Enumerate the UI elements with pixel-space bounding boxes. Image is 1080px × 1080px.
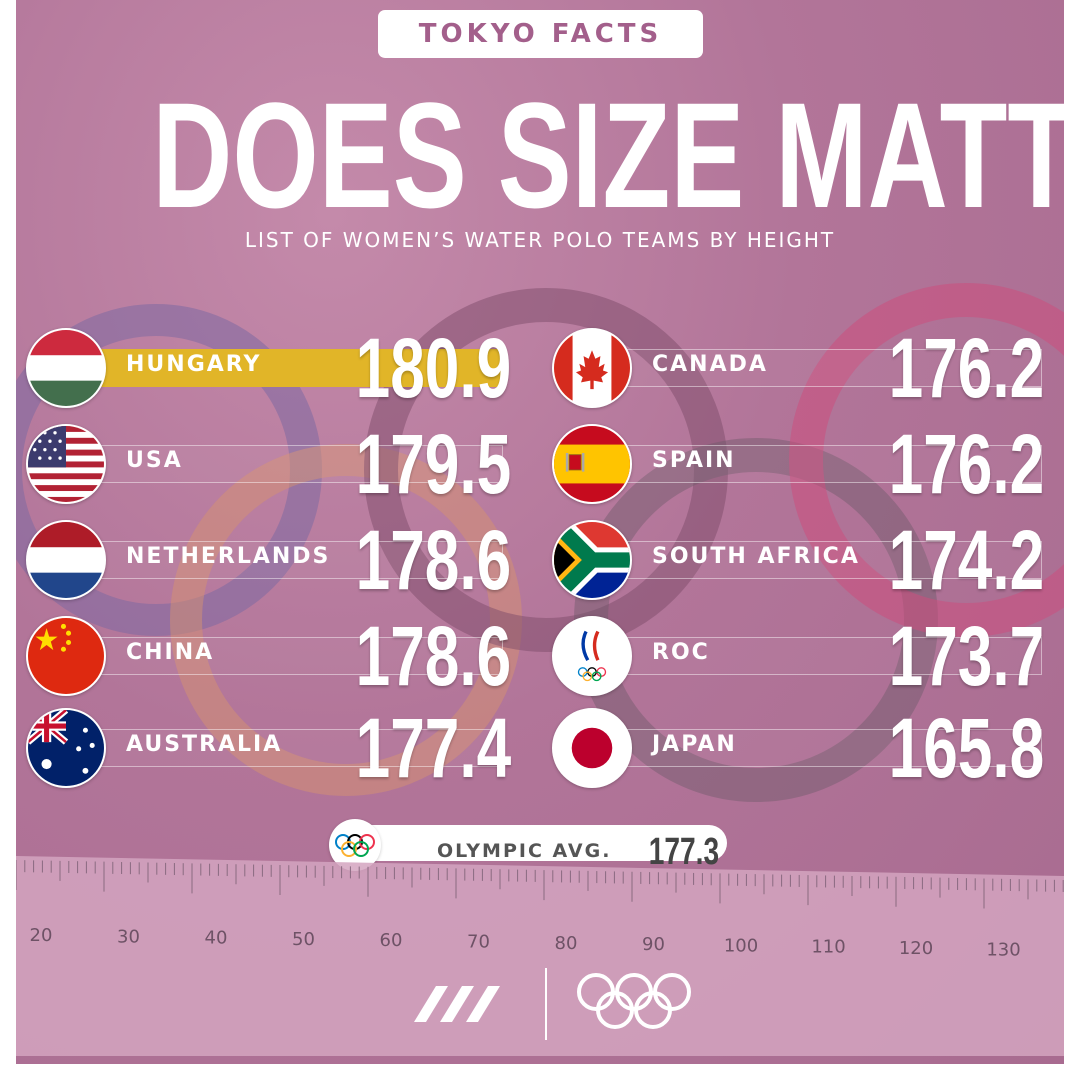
country-name: USA [126,448,183,473]
team-bar [588,541,1042,579]
country-name: ROC [652,640,710,665]
height-value: 165.8 [888,701,1044,795]
usa-flag-icon [26,424,106,504]
country-name: AUSTRALIA [126,732,283,757]
team-row-netherlands: NETHERLANDS 178.6 [26,513,511,607]
measuring-ruler: 20 30 40 50 60 70 80 90 100 110 120 130 [16,856,1064,1056]
china-flag-icon [26,616,106,696]
ruler-tick-label: 120 [899,938,933,959]
spain-flag-icon [552,424,632,504]
ruler-tick-label: 90 [642,934,665,955]
country-name: CANADA [652,352,768,377]
ruler-tick-label: 50 [292,929,315,950]
highlight-bar [62,349,503,387]
team-bar [588,729,1042,767]
ruler-tick-label: 20 [30,925,53,946]
country-name: JAPAN [652,732,737,757]
team-row-australia: AUSTRALIA 177.4 [26,701,511,795]
south-africa-flag-icon [552,520,632,600]
height-value: 180.9 [355,321,511,415]
country-name: SOUTH AFRICA [652,544,860,569]
olympic-rings-icon [577,973,691,1029]
average-label: OLYMPIC AVG. [437,840,612,862]
ruler-tick-label: 40 [205,928,228,949]
subtitle: LIST OF WOMEN’S WATER POLO TEAMS BY HEIG… [244,228,836,252]
height-value: 178.6 [355,513,511,607]
roc-emblem-icon [552,616,632,696]
height-value: 176.2 [888,417,1044,511]
height-value: 176.2 [888,321,1044,415]
ruler-tick-label: 130 [986,939,1020,960]
tokyo-facts-tag: TOKYO FACTS [378,10,703,58]
average-value: 177.3 [648,831,719,873]
team-row-south-africa: SOUTH AFRICA 174.2 [552,513,1044,607]
height-value: 177.4 [355,701,511,795]
team-row-china: CHINA 178.6 [26,609,511,703]
team-row-usa: USA 179.5 [26,417,511,511]
team-row-roc: ROC 173.7 [552,609,1044,703]
australia-flag-icon [26,708,106,788]
page-title: DOES SIZE MATTER? [152,71,1064,239]
height-value: 173.7 [888,609,1044,703]
country-name: NETHERLANDS [126,544,331,569]
netherlands-flag-icon [26,520,106,600]
japan-flag-icon [552,708,632,788]
olympic-average: OLYMPIC AVG. 177.3 [329,819,729,871]
ruler-tick-label: 70 [467,932,490,953]
canada-flag-icon [552,328,632,408]
olympic-rings-background [16,283,1064,802]
brand-logo-icon [414,986,500,1022]
hungary-flag-icon [26,328,106,408]
team-bar [588,637,1042,675]
ruler-tick-label: 100 [724,935,758,956]
team-row-japan: JAPAN 165.8 [552,701,1044,795]
average-pill: OLYMPIC AVG. 177.3 [353,825,727,871]
ruler-tick-label: 110 [811,937,845,958]
ruler-tick-label: 30 [117,926,140,947]
team-bar [62,729,503,767]
height-value: 174.2 [888,513,1044,607]
team-bar [62,541,503,579]
team-bar [62,445,503,483]
team-row-hungary: HUNGARY 180.9 [26,321,511,415]
poster: TOKYO FACTS DOES SIZE MATTER? LIST OF WO… [16,0,1064,1064]
height-value: 179.5 [355,417,511,511]
ruler-tick-label: 60 [380,930,403,951]
team-bar [62,637,503,675]
team-row-canada: CANADA 176.2 [552,321,1044,415]
team-bar [588,349,1042,387]
country-name: HUNGARY [126,352,262,377]
country-name: SPAIN [652,448,736,473]
height-value: 178.6 [355,609,511,703]
team-row-spain: SPAIN 176.2 [552,417,1044,511]
ruler-tick-label: 80 [555,933,578,954]
team-bar [588,445,1042,483]
footer-logos [414,968,691,1040]
country-name: CHINA [126,640,215,665]
